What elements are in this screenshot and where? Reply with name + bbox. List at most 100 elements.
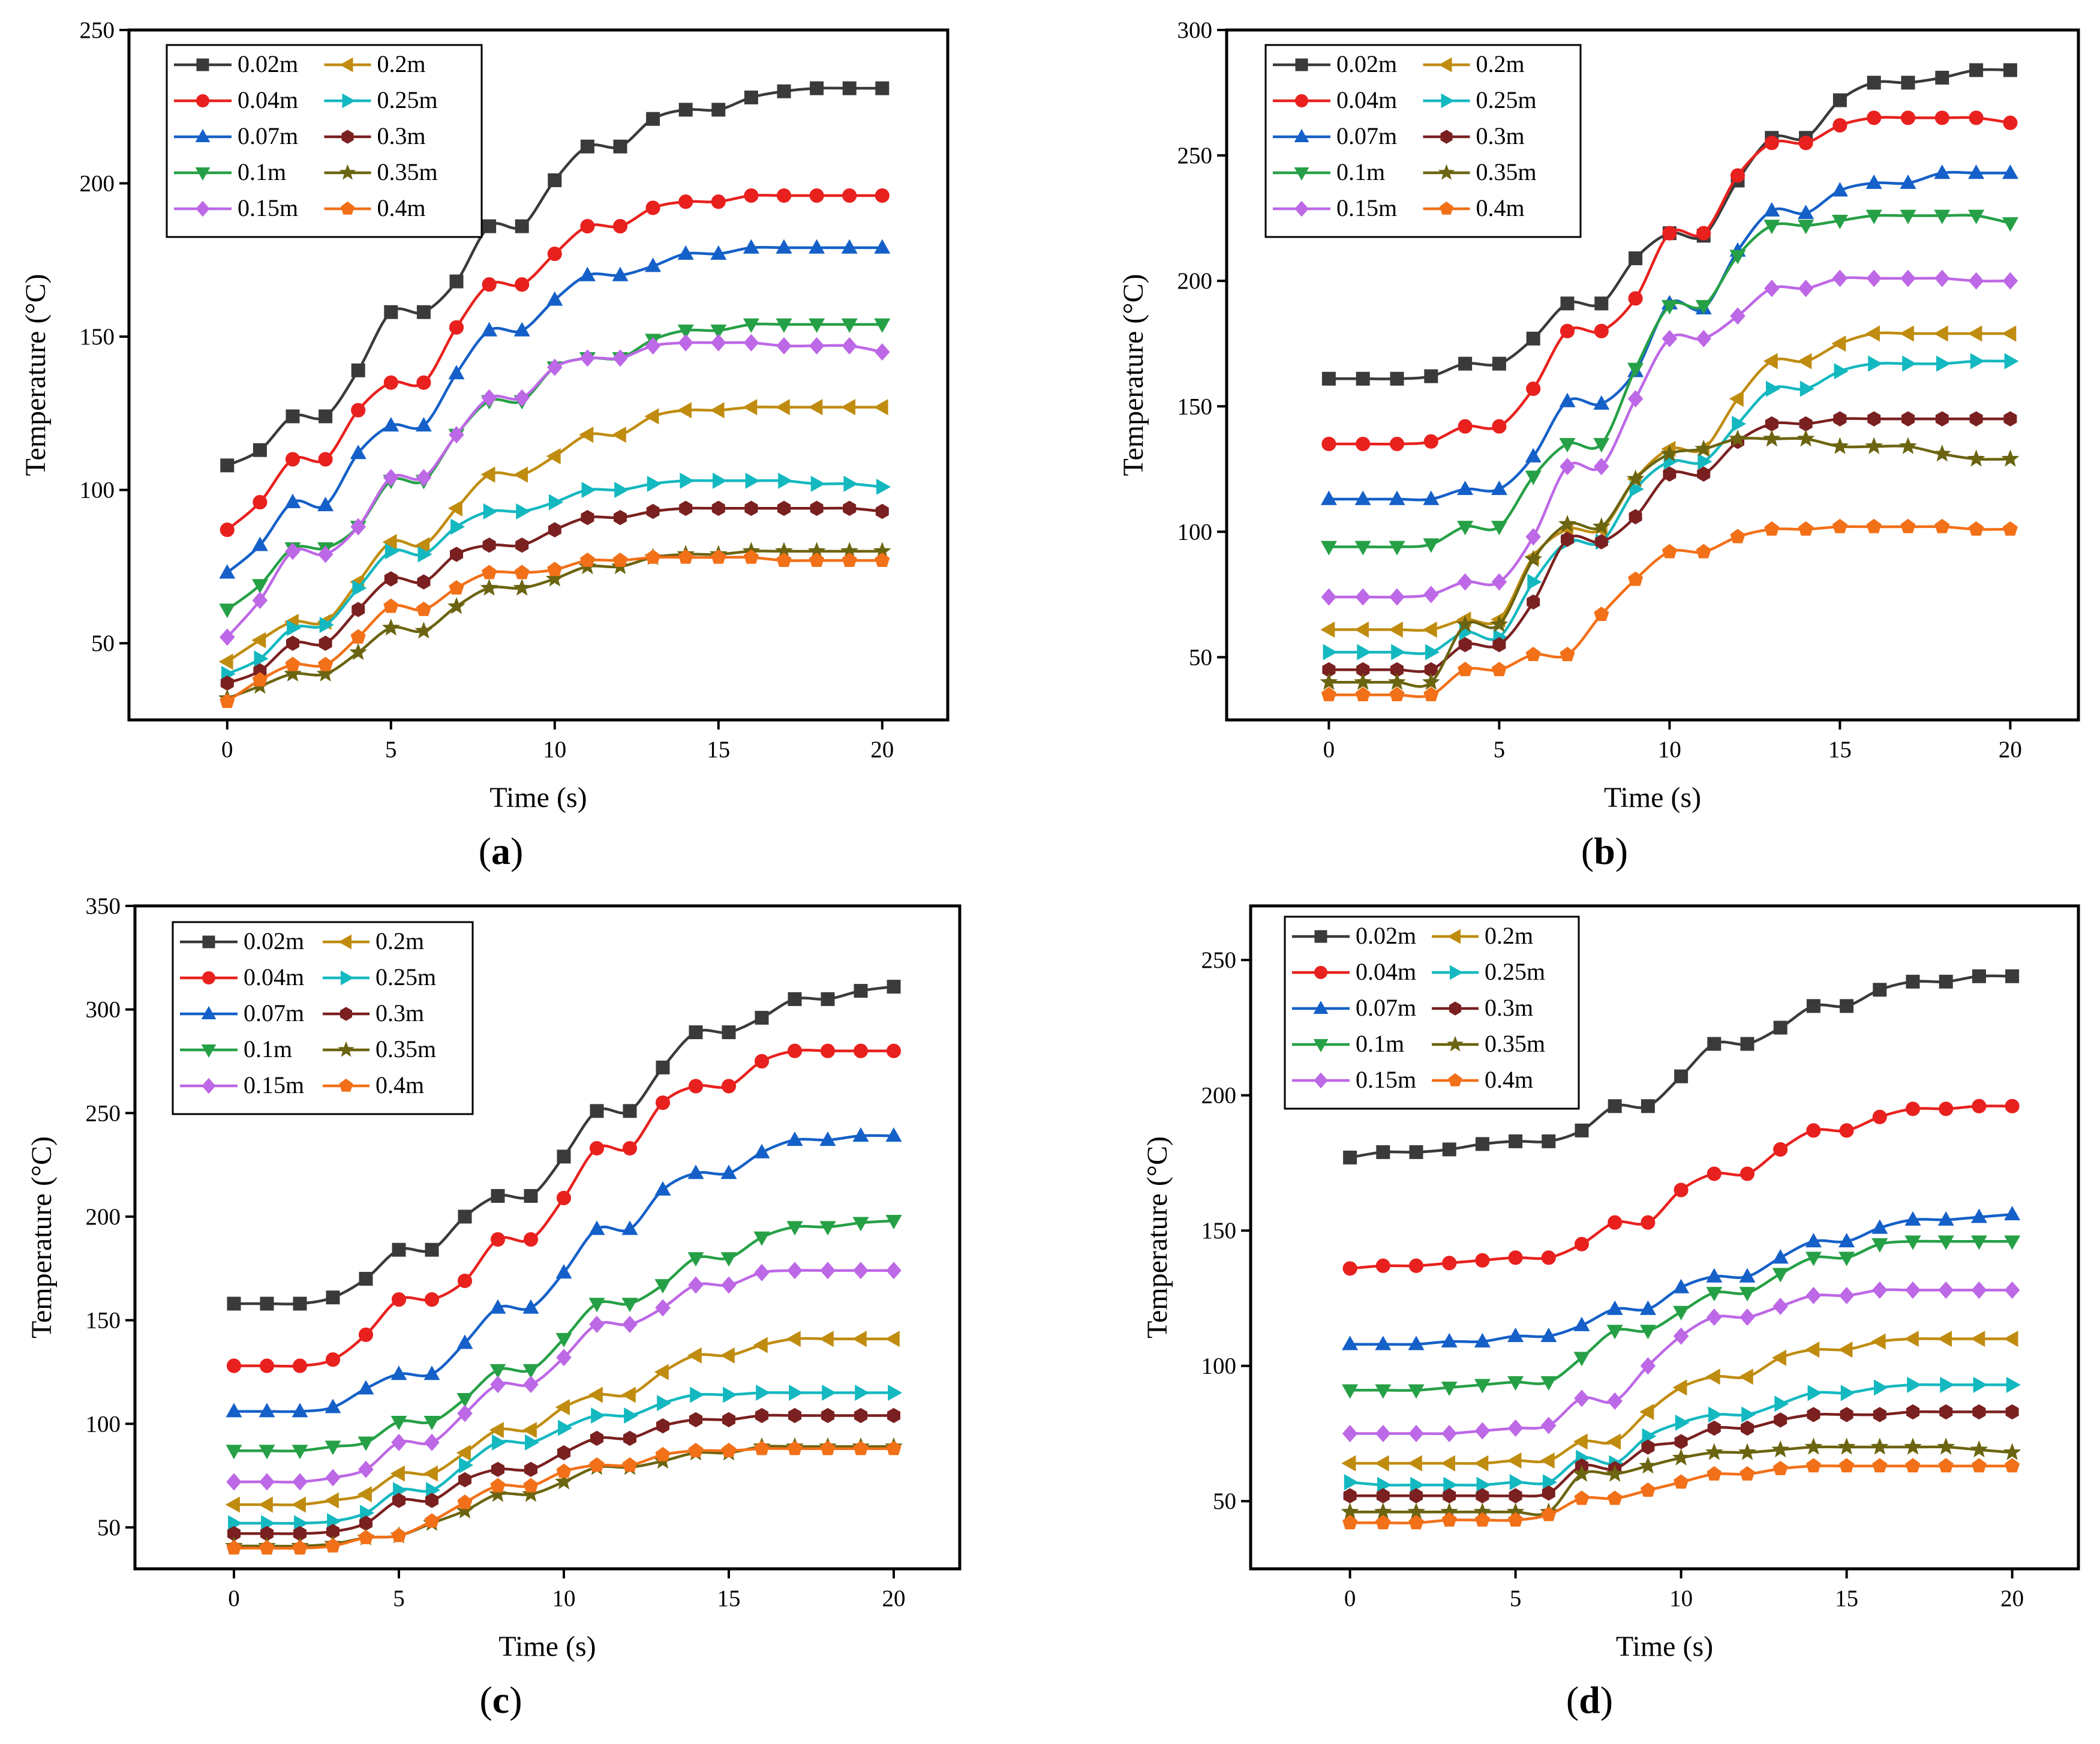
data-point <box>588 1298 605 1313</box>
series-0.07m <box>226 1127 902 1418</box>
data-point <box>1593 395 1610 410</box>
data-point <box>1410 1476 1425 1493</box>
data-point <box>1375 1258 1390 1273</box>
data-point <box>810 500 824 516</box>
data-point <box>612 552 628 567</box>
data-point <box>515 219 529 233</box>
data-point <box>1872 1109 1887 1124</box>
data-point <box>220 523 235 538</box>
data-point <box>1871 1238 1888 1253</box>
data-point <box>1900 518 1916 533</box>
legend-box <box>166 44 483 238</box>
data-point <box>1560 646 1575 661</box>
legend-label: 0.04m <box>1356 958 1416 985</box>
data-point <box>1764 136 1779 151</box>
data-point <box>680 472 695 489</box>
data-point <box>448 365 465 380</box>
data-point <box>1970 1440 1988 1458</box>
data-point <box>1574 1236 1590 1251</box>
legend-label: 0.02m <box>244 927 304 954</box>
series-0.1m <box>1342 1235 2021 1399</box>
data-point <box>226 1445 242 1460</box>
data-point <box>1968 272 1984 290</box>
series-0.25m <box>1344 1376 2021 1493</box>
data-point <box>688 1276 704 1294</box>
data-point <box>522 1299 539 1314</box>
data-point <box>579 349 596 367</box>
data-point <box>1774 1412 1787 1428</box>
legend-label: 0.1m <box>1336 158 1385 185</box>
legend-marker <box>1449 1001 1461 1016</box>
data-point <box>1935 70 1949 85</box>
legend-marker <box>1314 930 1327 943</box>
data-point <box>555 1332 572 1347</box>
data-point <box>622 1140 638 1156</box>
data-point <box>1608 1099 1622 1113</box>
data-point <box>1355 686 1371 701</box>
data-point <box>1972 1098 1987 1113</box>
y-tick-label: 300 <box>86 997 121 1023</box>
data-point <box>645 257 662 272</box>
data-point <box>1321 588 1337 606</box>
data-point <box>656 1418 669 1434</box>
data-point <box>1606 1300 1623 1315</box>
data-point <box>1573 1352 1590 1367</box>
data-point <box>225 1496 240 1513</box>
data-point <box>1707 1037 1722 1051</box>
data-point <box>259 1403 275 1418</box>
data-point <box>319 617 334 634</box>
legend-marker <box>341 201 354 215</box>
data-point <box>1490 615 1509 632</box>
data-point <box>852 1331 867 1347</box>
data-point <box>612 266 629 281</box>
data-point <box>840 399 855 416</box>
data-point <box>1967 449 1985 467</box>
series-0.35m <box>1320 429 2020 690</box>
data-point <box>220 694 235 709</box>
x-tick-label: 5 <box>1494 737 1506 763</box>
data-point <box>292 1403 308 1418</box>
data-point <box>1508 1512 1524 1527</box>
data-point <box>555 1399 570 1416</box>
data-point <box>1968 209 1985 224</box>
data-point <box>1772 1249 1789 1264</box>
legend-label: 0.2m <box>377 50 426 77</box>
data-point <box>1833 411 1847 427</box>
data-point <box>383 469 399 487</box>
data-point <box>875 552 890 567</box>
series-0.4m <box>1321 518 2018 701</box>
data-point <box>516 503 531 520</box>
data-point <box>1696 329 1711 347</box>
data-point <box>287 620 302 637</box>
data-point <box>1375 1384 1392 1399</box>
y-tick-label: 350 <box>86 893 121 919</box>
legend: 0.02m 0.04m 0.07m 0.1m 0.15m 0.2m 0.25m 0.3m 0.3… <box>1264 44 1582 238</box>
data-point <box>1409 1145 1423 1159</box>
data-point <box>1707 1466 1722 1481</box>
data-point <box>711 334 726 352</box>
data-point <box>1375 1515 1391 1530</box>
y-tick-label: 150 <box>80 324 115 350</box>
data-point <box>286 635 299 651</box>
data-point <box>1832 118 1847 133</box>
data-point <box>548 173 562 187</box>
data-point <box>226 1540 242 1555</box>
data-point <box>358 1327 374 1342</box>
series-line <box>1329 214 2011 549</box>
data-point <box>1831 182 1848 197</box>
data-point <box>622 1316 638 1334</box>
data-point <box>450 518 465 535</box>
legend-marker <box>1295 94 1308 107</box>
data-point <box>1675 1414 1690 1431</box>
data-point <box>1764 280 1780 298</box>
data-point <box>481 322 498 337</box>
series-0.2m <box>1341 1331 2018 1472</box>
y-axis-title: Temperature (°C) <box>26 1136 58 1338</box>
data-point <box>352 580 367 596</box>
data-point <box>623 1104 637 1118</box>
data-point <box>1408 1424 1424 1442</box>
data-point <box>1765 416 1778 432</box>
data-point <box>351 363 365 377</box>
data-point <box>285 452 301 467</box>
data-point <box>415 537 430 554</box>
